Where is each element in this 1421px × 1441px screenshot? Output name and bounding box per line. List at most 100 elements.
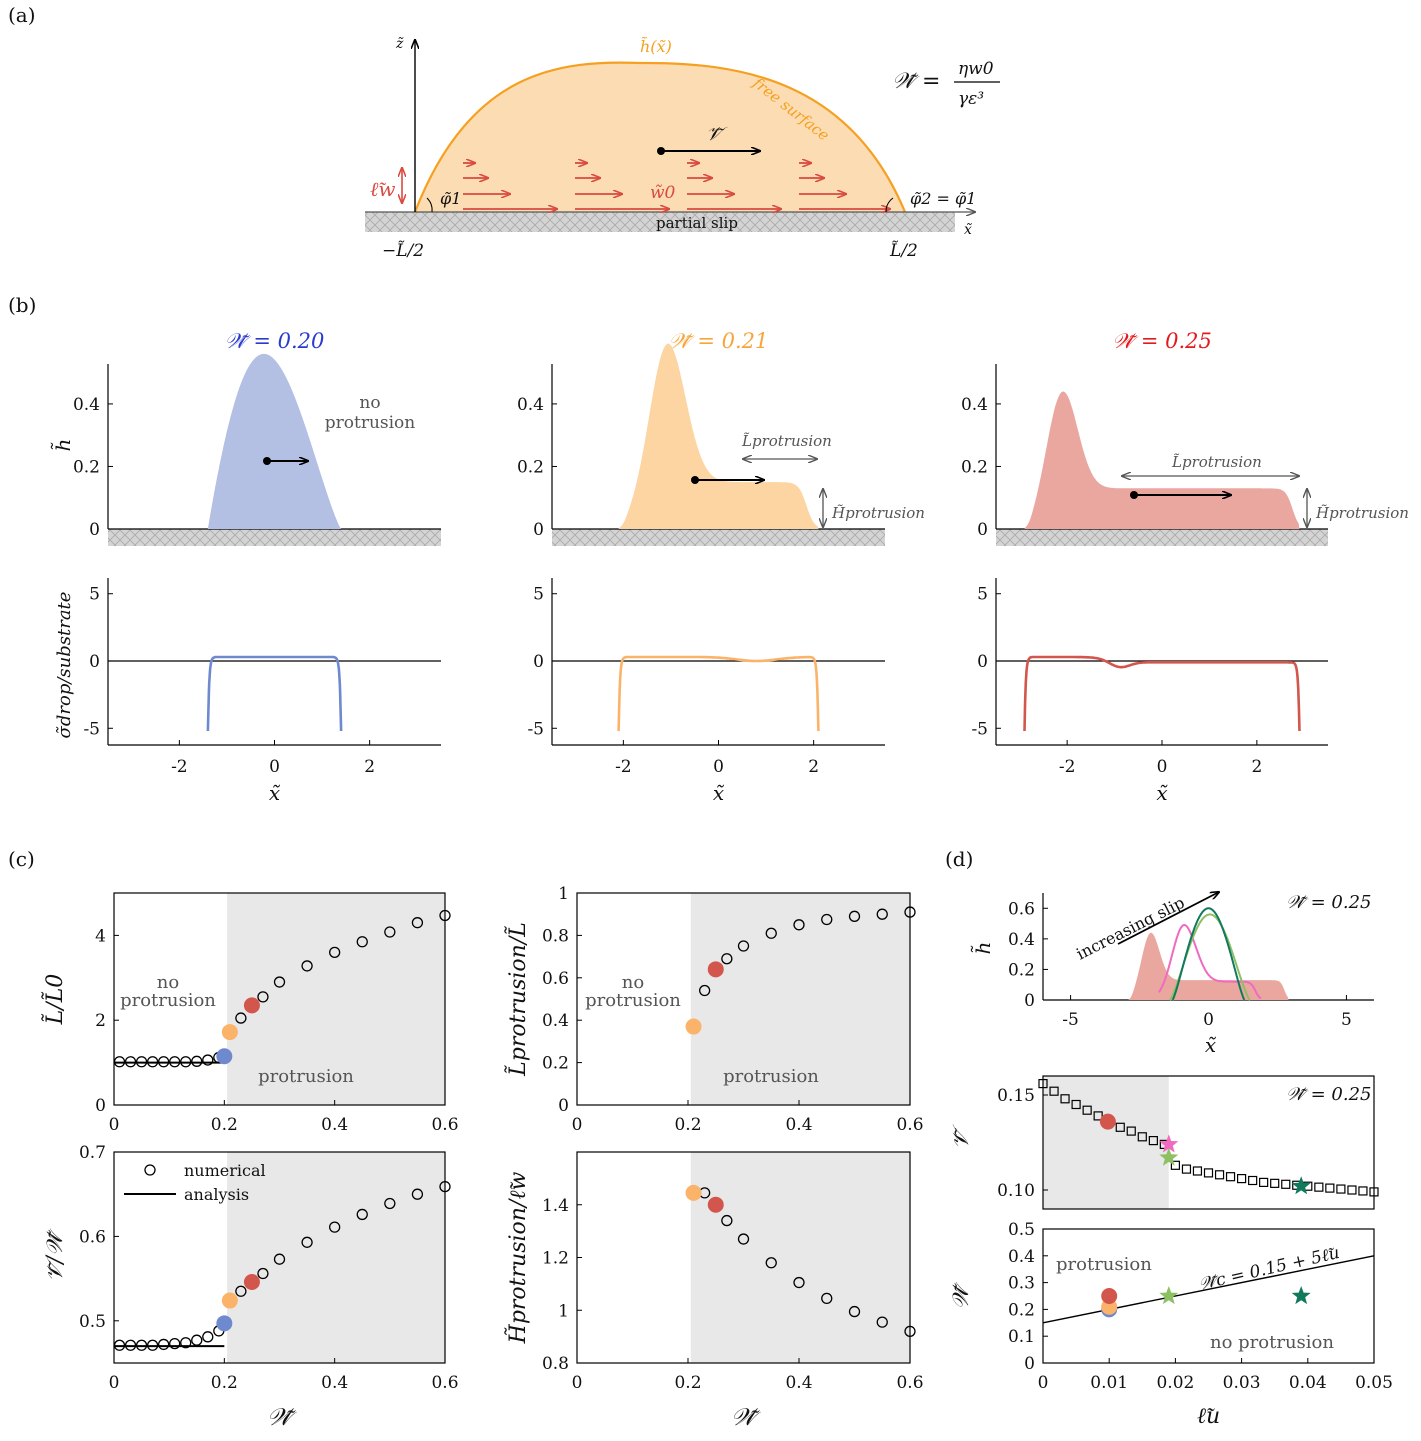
numerical-point [1170, 1160, 1181, 1170]
highlighted-point [685, 1184, 702, 1201]
numerical-point [1325, 1183, 1335, 1193]
x-tick-label: 0.2 [211, 1115, 238, 1135]
numerical-point [793, 1276, 805, 1289]
numerical-point [157, 1056, 170, 1068]
numerical-point [1270, 1178, 1280, 1188]
x-tick-label: 0.2 [674, 1373, 701, 1393]
y-tick-label: 1 [558, 1301, 569, 1321]
stress-curve [206, 655, 343, 732]
numerical-point [876, 1316, 888, 1328]
x-tick-label: 0.03 [1223, 1373, 1261, 1393]
x-axis-title: x̃ [269, 781, 281, 805]
y-tick-label: 0.2 [1008, 1300, 1035, 1320]
numerical-point [793, 919, 805, 931]
x-tick-label: -5 [1062, 1010, 1079, 1030]
numerical-point [273, 1253, 286, 1265]
axes-box [1042, 1228, 1375, 1364]
legend-label-numerical: numerical [184, 1161, 266, 1180]
y-axis-title: L̃protrusion/L̃ [505, 922, 531, 1077]
numerical-point [1192, 1166, 1203, 1176]
protrusion-region [690, 1152, 910, 1363]
phi1-arc [426, 197, 433, 213]
numerical-point [1236, 1173, 1247, 1184]
surface-label: h̃(x̃) [640, 37, 672, 56]
panel-c-charts: 0 2 4 0 0.2 0.4 0.6 L̃/L̃0 0 0.2 0.4 0.6 0.8 1 0 0.2 0.4… [42, 884, 924, 1431]
y-axis-title: L̃/L̃0 [42, 974, 68, 1026]
phi2-label: φ̃2 = φ̃1 [910, 189, 976, 208]
y-axis-title: 𝒱̃ [949, 1124, 974, 1149]
y-tick-label: 0.6 [1008, 899, 1035, 919]
x-axis-title: x̃ [1156, 781, 1168, 805]
slip-length-label: ℓ̃w [370, 177, 395, 201]
chart-V_over_W: 0.5 0.6 0.7 0 0.2 0.4 0.6 𝒲̃ 𝒱̃/𝒲̃ [43, 1143, 459, 1431]
numerical-point [848, 1305, 861, 1318]
numerical-point [202, 1331, 214, 1343]
sigma-tick-label: -5 [971, 719, 988, 739]
numerical-point [356, 1208, 368, 1221]
profile-title: 𝒲̃ = 0.25 [1112, 329, 1212, 353]
x-tick-label: 0 [713, 757, 724, 777]
x-axis-title: 𝒲̃ [267, 1403, 298, 1431]
no-protrusion-label: protrusion [585, 990, 681, 1011]
numerical-point [1137, 1132, 1147, 1142]
right-end-label: L̃/2 [889, 241, 918, 261]
numerical-point [1214, 1170, 1225, 1180]
drop-fill [415, 62, 905, 212]
equation-numerator: ηw0 [958, 59, 994, 79]
y-tick-label: 0.15 [997, 1086, 1035, 1106]
x-axis-title: x̃ [713, 781, 725, 805]
numerical-point [273, 976, 286, 988]
star-point [1291, 1176, 1311, 1195]
no-protrusion-label: no protrusion [1210, 1332, 1334, 1353]
axes-box [576, 892, 911, 1106]
numerical-point [146, 1339, 159, 1351]
numerical-point [1314, 1182, 1324, 1192]
x-tick-label: 0.4 [321, 1115, 348, 1135]
x-tick-label: -2 [615, 757, 632, 777]
panel-c-annotations: noprotrusionprotrusionnoprotrusionprotru… [120, 972, 819, 1204]
highlighted-point [216, 1315, 233, 1332]
x-tick-label: 2 [808, 757, 819, 777]
numerical-point [848, 910, 861, 922]
x-tick-label: 2 [1251, 757, 1262, 777]
star-point [1159, 1147, 1179, 1166]
chart-V_vs_lu: 0.10 0.15 𝒱̃ 𝒲̃ = 0.25 [949, 1075, 1379, 1210]
axes-box [113, 892, 446, 1106]
no-protrusion-label: protrusion [120, 990, 216, 1011]
no-protrusion-label: no [157, 972, 179, 993]
legend-label-analysis: analysis [184, 1185, 249, 1204]
axes-box [113, 1151, 446, 1364]
numerical-point [191, 1055, 203, 1067]
numerical-point [821, 913, 833, 926]
x-tick-label: 0 [109, 1115, 120, 1135]
h-tick-label: 0 [89, 520, 100, 540]
sigma-tick-label: 0 [977, 652, 988, 672]
wall-speed-label: w̃0 [650, 183, 676, 203]
y-tick-label: 0.7 [79, 1143, 106, 1163]
profile-title: 𝒲̃ = 0.20 [225, 329, 325, 353]
x-tick-label: 0 [1038, 1373, 1049, 1393]
x-tick-label: 0.4 [785, 1115, 812, 1135]
y-axis-title: 𝒲̃ [949, 1282, 974, 1310]
equation-denominator: γε³ [958, 89, 984, 109]
numerical-point [1093, 1111, 1103, 1121]
substrate-hatch [996, 529, 1328, 546]
sigma-axis-title: σ̃drop/substrate [54, 592, 75, 739]
drop-profile [207, 353, 342, 529]
numerical-point [1281, 1179, 1291, 1189]
y-tick-label: 0.2 [1008, 960, 1035, 980]
numerical-point [821, 1292, 833, 1305]
panel-b-profiles: 𝒲̃ = 0.20 0 0.2 0.4 h̃ -5 0 5 -2 0 2 x̃ σ̃drop/subst… [51, 329, 1409, 805]
numerical-point [721, 1214, 733, 1227]
highlighted-point [685, 1018, 702, 1035]
H-protrusion-label: H̃protrusion [1315, 504, 1409, 522]
substrate-hatch [365, 212, 955, 232]
y-tick-label: 1.4 [542, 1196, 569, 1216]
numerical-point [329, 1221, 341, 1233]
numerical-point [737, 1233, 750, 1245]
numerical-point [439, 1180, 451, 1193]
numerical-point [1347, 1185, 1357, 1195]
equation-lhs: 𝒲̃ = [892, 69, 940, 94]
